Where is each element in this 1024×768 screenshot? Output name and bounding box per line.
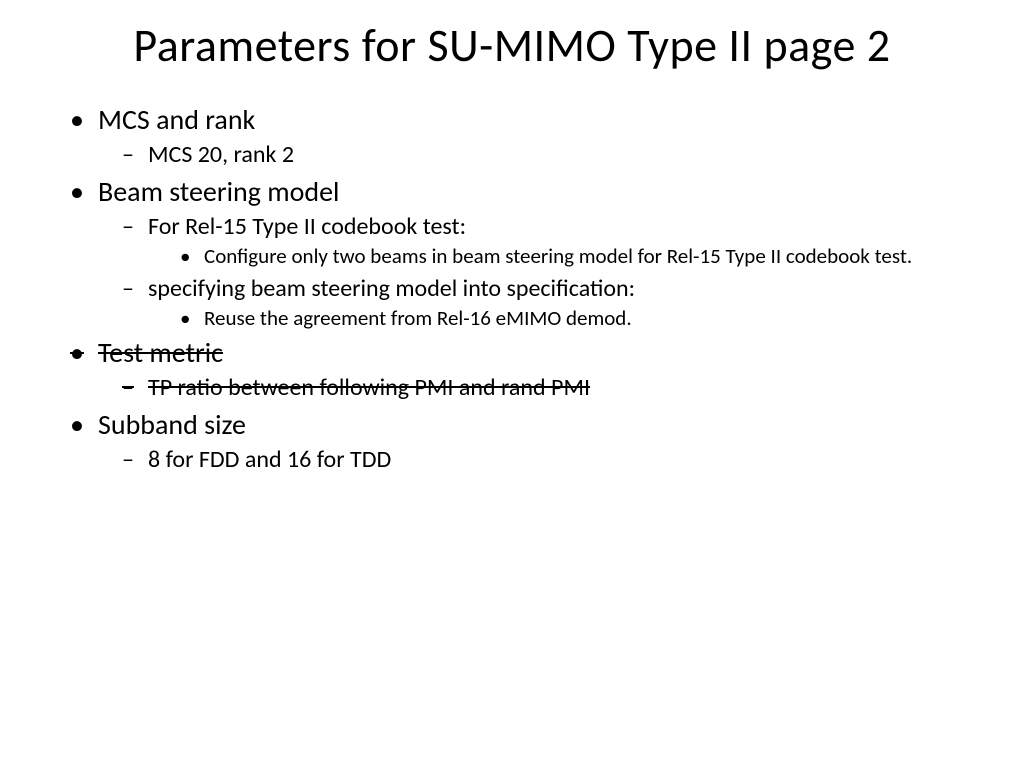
list-item-lvl3: Configure only two beams in beam steerin… — [148, 243, 964, 270]
list-item-lvl3: Reuse the agreement from Rel-16 eMIMO de… — [148, 305, 964, 332]
sublist-lvl2: For Rel-15 Type II codebook test:Configu… — [98, 211, 964, 332]
list-item-text: Test metric — [98, 335, 223, 370]
list-item-lvl1: Beam steering modelFor Rel-15 Type II co… — [60, 173, 964, 332]
bullet-list: MCS and rank MCS 20, rank 2 Beam steering … — [60, 101, 964, 477]
list-item-text: MCS and rank — [98, 102, 255, 137]
list-item-lvl2: 8 for FDD and 16 for TDD — [98, 444, 964, 476]
sublist-lvl2: 8 for FDD and 16 for TDD — [98, 444, 964, 476]
sublist-lvl2: MCS 20, rank 2 — [98, 139, 964, 171]
sublist-lvl3: Configure only two beams in beam steerin… — [148, 243, 964, 270]
list-item-lvl2: MCS 20, rank 2 — [98, 139, 964, 171]
list-item-text: Configure only two beams in beam steerin… — [204, 243, 912, 269]
list-item-text: For Rel-15 Type II codebook test: — [148, 212, 466, 241]
slide: Parameters for SU-MIMO Type II page 2 MC… — [0, 0, 1024, 768]
sublist-lvl2: TP ratio between following PMI and rand … — [98, 372, 964, 404]
slide-title: Parameters for SU-MIMO Type II page 2 — [60, 20, 964, 73]
list-item-text: TP ratio between following PMI and rand … — [148, 373, 590, 402]
list-item-lvl2: specifying beam steering model into spec… — [98, 273, 964, 333]
list-item-text: Reuse the agreement from Rel-16 eMIMO de… — [204, 305, 632, 331]
list-item-text: specifying beam steering model into spec… — [148, 274, 635, 303]
list-item-lvl1: Subband size 8 for FDD and 16 for TDD — [60, 406, 964, 476]
list-item-lvl1: MCS and rank MCS 20, rank 2 — [60, 101, 964, 171]
list-item-text: 8 for FDD and 16 for TDD — [148, 445, 391, 474]
list-item-text: Beam steering model — [98, 174, 339, 209]
list-item-lvl2: TP ratio between following PMI and rand … — [98, 372, 964, 404]
list-item-lvl2: For Rel-15 Type II codebook test:Configu… — [98, 211, 964, 271]
list-item-text: Subband size — [98, 407, 246, 442]
sublist-lvl3: Reuse the agreement from Rel-16 eMIMO de… — [148, 305, 964, 332]
list-item-lvl1: Test metric TP ratio between following PM… — [60, 334, 964, 404]
list-item-text: MCS 20, rank 2 — [148, 140, 294, 169]
